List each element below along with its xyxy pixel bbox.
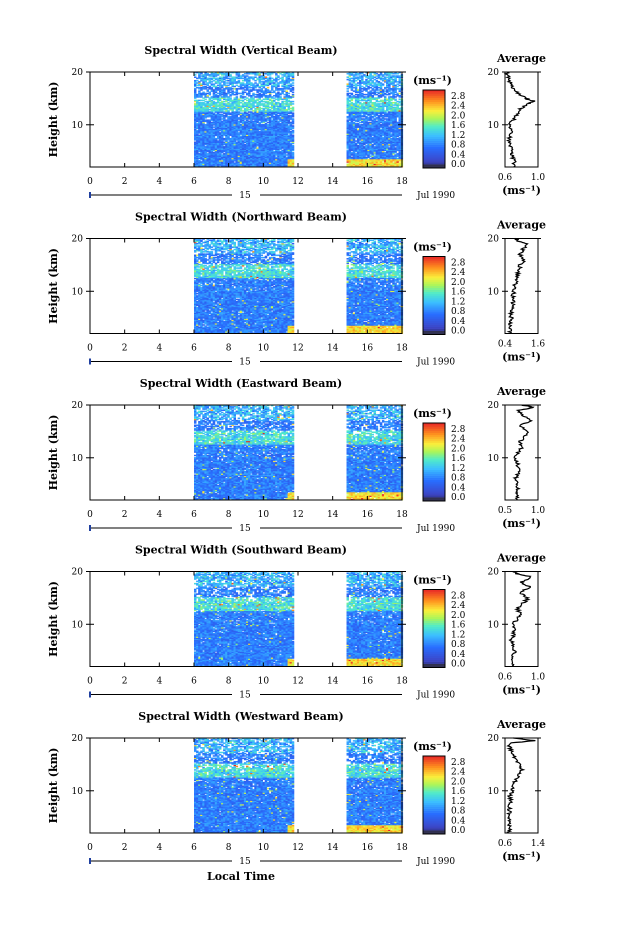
heatmap-cell: [204, 98, 206, 100]
panel-1: Spectral Width (Vertical Beam)1020Height…: [47, 44, 546, 201]
heatmap-cells: [194, 72, 403, 168]
panel-title: Spectral Width (Vertical Beam): [144, 44, 337, 57]
spectral-width-figure: Spectral Width (Vertical Beam)1020Height…: [0, 0, 622, 929]
